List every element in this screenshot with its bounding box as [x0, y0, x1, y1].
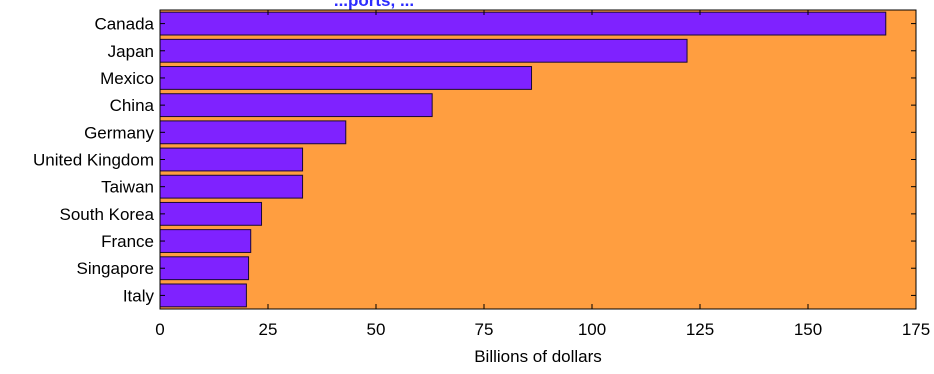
category-label-taiwan: Taiwan [101, 178, 154, 197]
bar-south-korea [159, 201, 263, 226]
x-tick-label-0: 0 [155, 320, 164, 339]
bar-japan [159, 38, 688, 63]
category-label-france: France [101, 232, 154, 251]
x-tick-label-150: 150 [794, 320, 822, 339]
category-label-united-kingdom: United Kingdom [33, 151, 154, 170]
bar-mexico [159, 66, 533, 90]
category-label-germany: Germany [84, 123, 154, 142]
x-tick-label-125: 125 [686, 320, 714, 339]
bar-canada [159, 11, 887, 36]
category-label-singapore: Singapore [76, 259, 154, 278]
bar-china [159, 93, 433, 118]
x-axis-ticks: 0 25 50 75 100 125 150 175 [155, 10, 930, 339]
x-tick-label-75: 75 [475, 320, 494, 339]
category-label-japan: Japan [108, 42, 154, 61]
category-label-italy: Italy [123, 286, 155, 305]
x-tick-label-175: 175 [902, 320, 930, 339]
x-axis-label: Billions of dollars [474, 347, 602, 366]
bar-germany [159, 120, 347, 145]
x-tick-label-100: 100 [578, 320, 606, 339]
category-labels: Canada Japan Mexico China Germany United King… [33, 15, 916, 305]
bar-taiwan [159, 174, 304, 199]
bar-italy [159, 283, 247, 308]
category-label-canada: Canada [94, 15, 154, 34]
bar-united-kingdom [159, 147, 304, 172]
x-tick-label-25: 25 [259, 320, 278, 339]
bar-singapore [159, 256, 250, 281]
chart-title: ...ports, ... [334, 0, 414, 10]
plot-frame [159, 9, 917, 310]
x-tick-label-50: 50 [367, 320, 386, 339]
category-label-south-korea: South Korea [59, 205, 154, 224]
bar-france [159, 229, 252, 253]
category-label-mexico: Mexico [100, 69, 154, 88]
category-label-china: China [110, 96, 155, 115]
